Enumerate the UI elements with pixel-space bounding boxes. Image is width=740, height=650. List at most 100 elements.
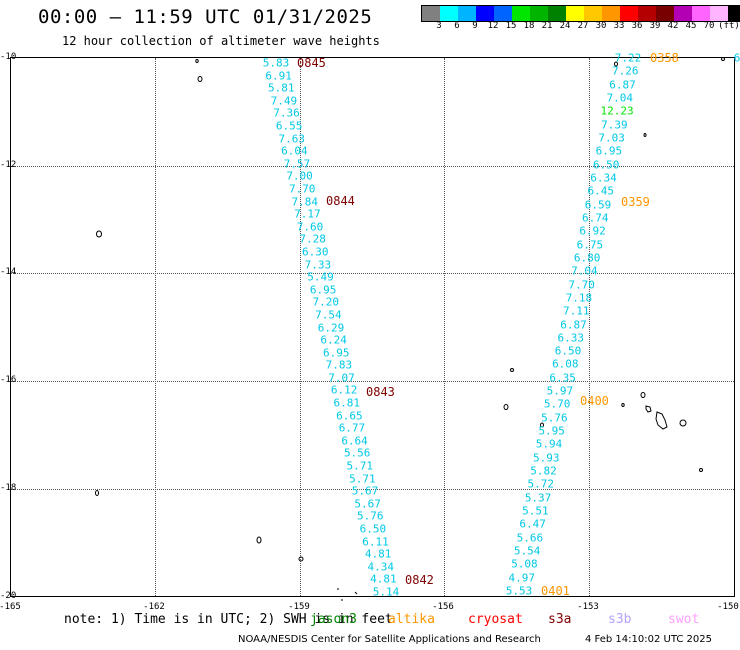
wave-height-value: 6.95 xyxy=(309,283,337,297)
satellite-legend-item: swot xyxy=(668,612,700,627)
colorbar-tick-label: 21 xyxy=(541,21,553,31)
satellite-legend-item: s3a xyxy=(548,612,572,627)
wave-height-value: 5.76 xyxy=(541,411,568,425)
colorbar-swatch xyxy=(530,6,548,21)
wave-height-value: 5.67 xyxy=(354,497,381,511)
latitude-label: -18 xyxy=(0,483,17,493)
wave-height-value: 6.77 xyxy=(338,421,366,435)
latitude-label: -20 xyxy=(0,591,17,601)
wave-height-colorbar xyxy=(421,5,740,22)
wave-height-value: 5.97 xyxy=(546,384,574,398)
longitude-label: -150 xyxy=(717,602,739,612)
wave-height-value: 6.35 xyxy=(549,371,576,385)
colorbar-swatch xyxy=(728,6,740,21)
wave-height-value: 5.51 xyxy=(522,504,549,518)
wave-height-value: 6 xyxy=(733,51,740,65)
gridline-longitude xyxy=(589,58,590,596)
colorbar-tick-label: 30 xyxy=(595,21,607,31)
wave-height-value: 5.83 xyxy=(262,56,290,70)
colorbar-swatch xyxy=(494,6,512,21)
wave-height-value: 6.08 xyxy=(552,357,579,371)
wave-height-value: 6.95 xyxy=(322,346,350,360)
pass-time-label: 0358 xyxy=(650,51,679,65)
wave-height-value: 4.81 xyxy=(364,547,392,561)
wave-height-value: 5.49 xyxy=(307,270,334,284)
wave-height-value: 5.81 xyxy=(267,81,295,95)
wave-height-value: 7.33 xyxy=(304,258,332,272)
wave-height-value: 6.95 xyxy=(595,144,623,158)
wave-height-value: 7.20 xyxy=(312,295,340,309)
wave-height-value: 5.72 xyxy=(527,477,555,491)
colorbar-swatch xyxy=(692,6,710,21)
wave-height-value: 7.36 xyxy=(273,106,300,120)
island-outline xyxy=(679,419,687,427)
wave-height-value: 6.47 xyxy=(519,517,546,531)
satellite-legend-item: altika xyxy=(388,612,435,627)
colorbar-swatch xyxy=(602,6,620,21)
colorbar-swatch xyxy=(458,6,476,21)
gridline-latitude xyxy=(11,489,734,490)
colorbar-tick-label: 27 xyxy=(577,21,589,31)
island-outline xyxy=(645,405,652,413)
footer-note: note: 1) Time is in UTC; 2) SWH is in fe… xyxy=(64,612,393,627)
island-outline xyxy=(510,368,514,372)
wave-height-value: 5.67 xyxy=(351,484,379,498)
island-outline xyxy=(256,536,262,544)
wave-height-value: 6.55 xyxy=(275,119,303,133)
wave-height-value: 7.26 xyxy=(612,64,639,78)
island-outline xyxy=(614,61,618,67)
wave-height-value: 6.04 xyxy=(281,144,308,158)
gridline-longitude xyxy=(444,58,445,596)
colorbar-tick-label: 42 xyxy=(667,21,679,31)
colorbar-swatch xyxy=(710,6,728,21)
gridline-longitude xyxy=(155,58,156,596)
wave-height-value: 7.49 xyxy=(270,94,298,108)
wave-height-value: 5.53 xyxy=(505,584,533,598)
wave-height-value: 7.07 xyxy=(328,371,355,385)
colorbar-swatch xyxy=(422,6,440,21)
wave-height-value: 7.70 xyxy=(288,182,316,196)
wave-height-value: 7.04 xyxy=(571,264,598,278)
page-title: 00:00 – 11:59 UTC 01/31/2025 xyxy=(38,6,373,28)
satellite-legend-item: cryosat xyxy=(468,612,523,627)
wave-height-value: 4.34 xyxy=(367,560,395,574)
credit-line: NOAA/NESDIS Center for Satellite Applica… xyxy=(238,634,541,645)
wave-height-value: 6.75 xyxy=(576,238,604,252)
island-outline xyxy=(655,411,668,430)
colorbar-tick-label: 36 xyxy=(631,21,643,31)
wave-height-value: 7.63 xyxy=(278,132,305,146)
wave-height-value: 7.70 xyxy=(568,278,595,292)
wave-height-value: 6.87 xyxy=(560,318,587,331)
wave-height-value: 5.37 xyxy=(524,491,552,505)
gridline-latitude xyxy=(11,381,734,382)
pass-time-label: 0845 xyxy=(297,56,326,70)
colorbar-tick-label: 3 xyxy=(436,21,442,31)
longitude-label: -159 xyxy=(288,602,310,612)
generation-timestamp: 4 Feb 14:10:02 UTC 2025 xyxy=(585,634,712,645)
wave-height-value: 7.00 xyxy=(286,169,313,183)
longitude-label: -162 xyxy=(143,602,165,612)
colorbar-swatch xyxy=(584,6,602,21)
colorbar-tick-label: 9 xyxy=(472,21,478,31)
latitude-label: -14 xyxy=(0,267,17,277)
latitude-label: -10 xyxy=(0,52,17,62)
wave-height-value: 6.34 xyxy=(590,171,617,185)
wave-height-value: 7.39 xyxy=(601,118,628,132)
colorbar-tick-label: 24 xyxy=(559,21,571,31)
island-outline xyxy=(96,230,102,238)
island-outline xyxy=(643,133,647,137)
wave-height-value: 7.84 xyxy=(291,195,319,209)
wave-height-value: 5.71 xyxy=(349,472,376,486)
longitude-label: -153 xyxy=(577,602,599,612)
island-outline xyxy=(195,59,199,63)
wave-height-value: 5.82 xyxy=(530,464,557,478)
colorbar-swatch xyxy=(548,6,566,21)
colorbar-swatch xyxy=(656,6,674,21)
wave-height-value: 6.64 xyxy=(341,434,368,448)
colorbar-tick-label: 15 xyxy=(505,21,517,31)
island-outline xyxy=(298,556,304,562)
island-outline xyxy=(197,76,203,82)
wave-height-value: 7.60 xyxy=(296,220,324,234)
colorbar-swatch xyxy=(476,6,494,21)
